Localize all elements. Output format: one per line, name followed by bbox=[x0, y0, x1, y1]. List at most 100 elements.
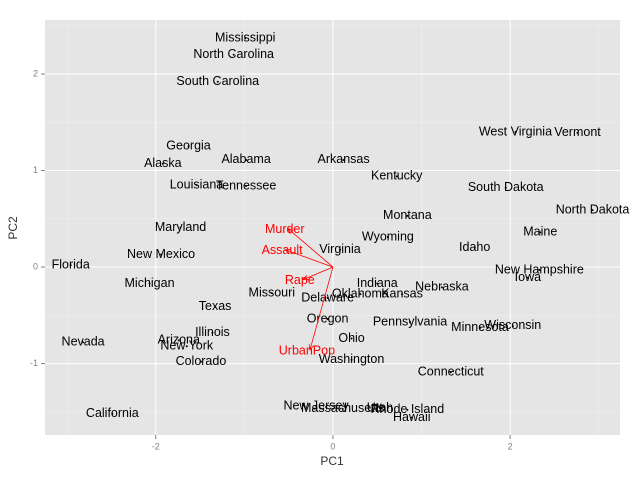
point-label: North Dakota bbox=[556, 202, 630, 216]
point bbox=[440, 286, 443, 289]
arrow-head bbox=[284, 248, 292, 255]
y-tick-label: 2 bbox=[33, 68, 38, 78]
point-label: Georgia bbox=[166, 139, 211, 153]
point-label: Texas bbox=[199, 299, 232, 313]
point bbox=[591, 209, 594, 212]
y-tick-label: 0 bbox=[33, 261, 38, 271]
point bbox=[177, 339, 180, 342]
point-label: North Carolina bbox=[193, 47, 274, 61]
point bbox=[359, 293, 362, 296]
point bbox=[378, 406, 381, 409]
point bbox=[538, 268, 541, 271]
point-label: Colorado bbox=[176, 354, 227, 368]
point bbox=[216, 80, 219, 83]
point bbox=[187, 145, 190, 148]
point-label: Oklahoma bbox=[332, 286, 389, 300]
loading-label: UrbanPop bbox=[279, 343, 335, 357]
point-label: Louisiana bbox=[170, 177, 224, 191]
x-tick-label: -2 bbox=[152, 441, 160, 451]
x-tick-label: 0 bbox=[330, 441, 335, 451]
point bbox=[69, 264, 72, 267]
loading-label: Rape bbox=[285, 273, 315, 287]
point bbox=[111, 412, 114, 415]
point-label: Connecticut bbox=[418, 365, 485, 379]
point bbox=[473, 246, 476, 249]
point bbox=[341, 407, 344, 410]
point bbox=[576, 131, 579, 134]
point bbox=[406, 408, 409, 411]
point-label: Wisconsin bbox=[484, 318, 541, 332]
point-label: Massachusetts bbox=[301, 401, 384, 415]
point-label: Mississippi bbox=[215, 31, 275, 45]
point bbox=[410, 416, 413, 419]
arrow-head bbox=[308, 344, 314, 352]
point-label: Maryland bbox=[155, 220, 206, 234]
point-label: Idaho bbox=[459, 240, 490, 254]
point-label: Washington bbox=[319, 352, 385, 366]
point bbox=[199, 360, 202, 363]
point bbox=[245, 158, 248, 161]
point bbox=[401, 293, 404, 296]
point-label: California bbox=[86, 406, 139, 420]
point bbox=[539, 231, 542, 234]
point bbox=[526, 276, 529, 279]
point-label: Utah bbox=[367, 400, 393, 414]
point bbox=[386, 236, 389, 239]
point-label: Nevada bbox=[62, 335, 105, 349]
point bbox=[315, 405, 318, 408]
point-label: Ohio bbox=[338, 331, 364, 345]
point-label: Arizona bbox=[158, 333, 200, 347]
point-label: Alabama bbox=[221, 152, 270, 166]
point-label: Virginia bbox=[319, 242, 361, 256]
point-label: Hawaii bbox=[393, 410, 431, 424]
point bbox=[244, 37, 247, 40]
point-label: Montana bbox=[383, 208, 432, 222]
point bbox=[195, 184, 198, 187]
point bbox=[214, 305, 217, 308]
point bbox=[350, 358, 353, 361]
point bbox=[504, 186, 507, 189]
loading-arrow bbox=[287, 228, 334, 268]
arrow-head bbox=[286, 227, 294, 235]
point-label: New Jersey bbox=[283, 398, 349, 412]
point bbox=[326, 318, 329, 321]
point bbox=[270, 292, 273, 295]
loading-arrow bbox=[302, 266, 334, 280]
point bbox=[161, 162, 164, 165]
point-label: Indiana bbox=[357, 276, 398, 290]
point-label: Delaware bbox=[301, 290, 354, 304]
point-label: New Hampshire bbox=[495, 262, 584, 276]
point-label: Iowa bbox=[515, 270, 541, 284]
point-label: Michigan bbox=[125, 276, 175, 290]
x-tick-label: 2 bbox=[508, 441, 513, 451]
point bbox=[148, 282, 151, 285]
point-label: Wyoming bbox=[362, 229, 414, 243]
point-label: Pennsylvania bbox=[373, 314, 447, 328]
point-label: Tennessee bbox=[216, 178, 277, 192]
x-axis-title: PC1 bbox=[320, 454, 344, 468]
loading-arrow bbox=[284, 249, 334, 268]
point-label: Missouri bbox=[249, 285, 296, 299]
y-tick-label: -1 bbox=[30, 358, 38, 368]
point bbox=[339, 248, 342, 251]
point-label: Oregon bbox=[307, 311, 349, 325]
point-label: Kentucky bbox=[371, 169, 423, 183]
point-label: Maine bbox=[523, 225, 557, 239]
point-label: West Virginia bbox=[479, 124, 552, 138]
point bbox=[179, 226, 182, 229]
point bbox=[160, 253, 163, 256]
point-label: Minnesota bbox=[451, 320, 509, 334]
point-label: South Carolina bbox=[176, 74, 259, 88]
point-label: Florida bbox=[52, 257, 90, 271]
y-axis-title: PC2 bbox=[6, 216, 20, 240]
point-label: Rhode Island bbox=[371, 402, 445, 416]
y-tick-label: 1 bbox=[33, 165, 38, 175]
point bbox=[211, 331, 214, 334]
point bbox=[232, 53, 235, 56]
arrow-head bbox=[301, 275, 309, 281]
point-label: Nebraska bbox=[415, 280, 469, 294]
point-label: Illinois bbox=[195, 325, 230, 339]
point bbox=[350, 337, 353, 340]
point-label: South Dakota bbox=[468, 180, 544, 194]
